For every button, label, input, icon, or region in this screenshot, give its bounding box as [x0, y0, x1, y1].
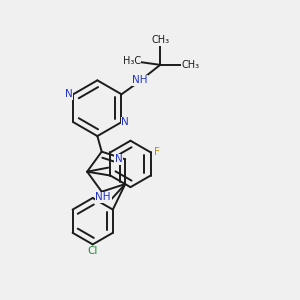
Text: N: N	[121, 117, 129, 127]
Text: N: N	[65, 89, 73, 99]
Text: F: F	[154, 147, 160, 157]
Text: Cl: Cl	[88, 246, 98, 256]
Text: N: N	[115, 154, 122, 164]
Text: NH: NH	[95, 192, 111, 202]
Text: H₃C: H₃C	[123, 56, 141, 66]
Text: CH₃: CH₃	[151, 35, 169, 45]
Text: NH: NH	[132, 75, 148, 85]
Text: CH₃: CH₃	[182, 60, 200, 70]
